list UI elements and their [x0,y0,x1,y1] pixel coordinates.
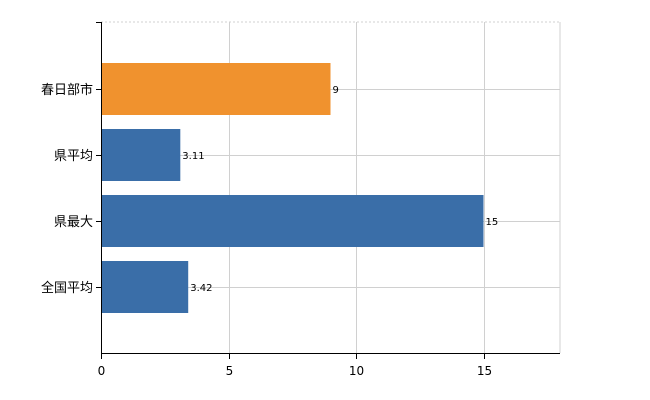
axis-layer: 0 5 10 15 [96,22,560,378]
x-tick-label-2: 10 [349,364,364,378]
bar-0 [101,63,331,115]
category-label-3: 全国平均 [41,280,93,296]
category-label-2: 県最大 [54,215,93,230]
bar-layer [101,63,484,313]
label-layer: 9 春日部市 3.11 県平均 15 県最大 3.42 全国平均 [41,82,498,296]
bar-3 [101,261,189,313]
data-label-1: 3.11 [182,151,204,162]
bar-2 [101,195,484,247]
x-tick-label-1: 5 [226,364,234,378]
data-label-3: 3.42 [190,283,212,294]
data-label-2: 15 [486,217,499,228]
category-label-0: 春日部市 [41,82,93,98]
bar-1 [101,129,181,181]
x-tick-label-3: 15 [477,364,492,378]
data-label-0: 9 [333,85,339,96]
category-label-1: 県平均 [54,149,93,164]
x-tick-label-0: 0 [98,364,106,378]
